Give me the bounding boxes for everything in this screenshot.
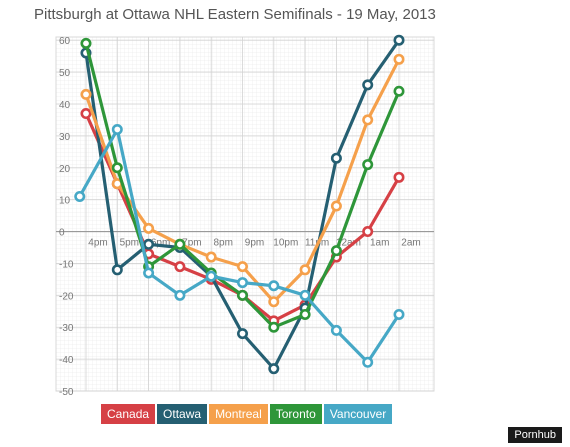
data-point [268,321,280,333]
data-point [330,324,342,336]
y-tick-label: 10 [59,196,71,207]
data-point [174,238,186,250]
x-axis-ticks: 4pm 5pm 6pm 7pm 8pm 9pm 10pm 11pm 12am 1am 2am [88,238,420,249]
data-point [362,356,374,368]
series-layer [74,34,405,375]
series-vancouver [74,123,405,368]
legend-item-ottawa[interactable]: Ottawa [157,404,208,424]
data-point [74,190,86,202]
data-point [362,226,374,238]
data-point [174,261,186,273]
y-tick-label: -50 [59,387,74,398]
data-point [268,280,280,292]
data-point [205,251,217,263]
chart-title: Pittsburgh at Ottawa NHL Eastern Semifin… [34,6,436,23]
y-tick-label: 20 [59,164,71,175]
data-point [205,270,217,282]
y-tick-label: 50 [59,68,71,79]
data-point [299,289,311,301]
data-point [80,88,92,100]
y-tick-label: 60 [59,36,71,47]
y-tick-label: 0 [59,228,65,239]
y-tick-label: -30 [59,323,74,334]
data-point [362,79,374,91]
y-axis-ticks: 60 50 40 30 20 10 0 -10 -20 -30 -40 -50 [59,36,74,398]
data-point [237,277,249,289]
y-tick-label: 40 [59,100,71,111]
data-point [268,296,280,308]
legend-item-montreal[interactable]: Montreal [209,404,268,424]
legend: Canada Ottawa Montreal Toronto Vancouver [101,404,393,424]
data-point [393,85,405,97]
legend-item-vancouver[interactable]: Vancouver [323,404,393,424]
y-tick-label: -10 [59,259,74,270]
data-point [393,34,405,46]
data-point [299,264,311,276]
data-point [143,267,155,279]
x-tick-label: 12am [336,238,361,249]
data-point [237,289,249,301]
y-tick-label: -40 [59,355,74,366]
data-point [143,238,155,250]
x-tick-label: 6pm [151,238,170,249]
data-point [111,162,123,174]
legend-item-canada[interactable]: Canada [101,404,156,424]
x-tick-label: 1am [370,238,389,249]
series-toronto [80,37,405,333]
x-tick-label: 5pm [120,238,139,249]
data-point [393,308,405,320]
data-point [393,171,405,183]
data-point [362,159,374,171]
data-point [237,261,249,273]
watermark-logo: Pornhub [508,427,562,443]
data-point [362,114,374,126]
x-tick-label: 9pm [245,238,264,249]
data-point [330,200,342,212]
data-point [174,289,186,301]
data-point [299,308,311,320]
data-point [111,264,123,276]
data-point [330,152,342,164]
data-point [268,363,280,375]
data-point [80,37,92,49]
data-point [80,108,92,120]
x-tick-label: 7pm [182,238,201,249]
data-point [143,222,155,234]
data-point [330,245,342,257]
x-tick-label: 10pm [273,238,298,249]
legend-item-toronto[interactable]: Toronto [269,404,322,424]
data-point [237,328,249,340]
x-tick-label: 4pm [88,238,107,249]
data-point [393,53,405,65]
y-tick-label: -20 [59,291,74,302]
series-montreal [80,53,405,308]
data-point [111,123,123,135]
x-tick-label: 2am [401,238,420,249]
x-tick-label: 8pm [213,238,232,249]
y-tick-label: 30 [59,132,71,143]
